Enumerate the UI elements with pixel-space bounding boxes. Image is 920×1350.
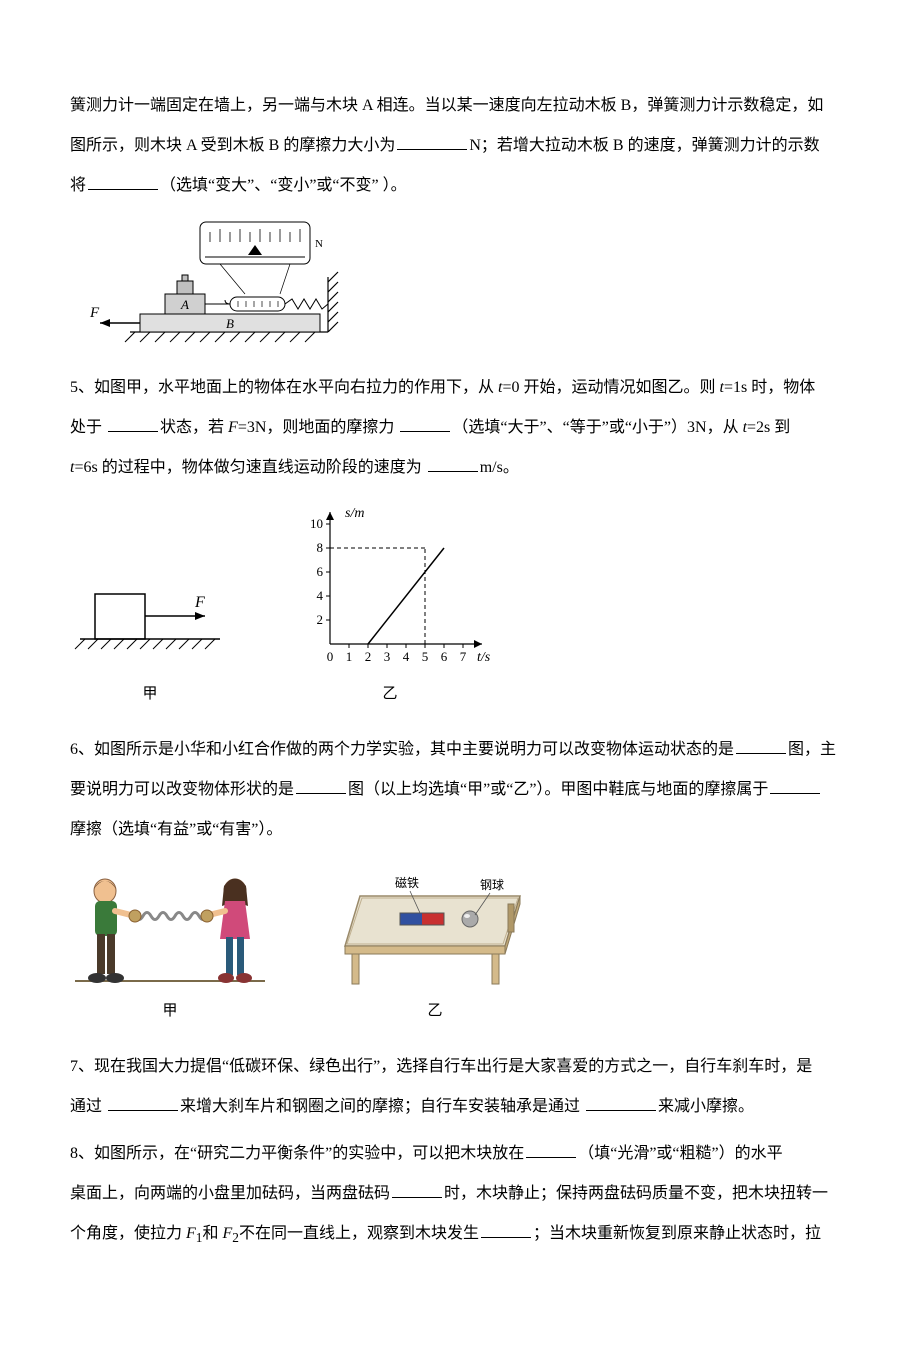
q8-l1a: 8、如图所示，在“研究二力平衡条件”的实验中，可以把木块放在 — [70, 1145, 524, 1162]
blank-q6-1 — [736, 735, 786, 754]
q5-l2c: =3N，则地面的摩擦力 — [238, 419, 399, 436]
svg-text:2: 2 — [317, 612, 324, 627]
q5-fig-yi: 24681001234567s/mt/s 乙 — [290, 499, 490, 709]
blank-q4-1 — [397, 131, 467, 150]
q4-l3a: 将 — [70, 177, 86, 194]
q7-l2c: 来减小摩擦。 — [658, 1098, 754, 1115]
svg-text:7: 7 — [460, 649, 467, 664]
q6-line1: 6、如图所示是小华和小红合作做的两个力学实验，其中主要说明力可以改变物体运动状态… — [70, 734, 850, 766]
q8-sub2: 2 — [232, 1230, 239, 1245]
q7-l2a: 通过 — [70, 1098, 106, 1115]
blank-q4-2 — [88, 171, 158, 190]
svg-text:F: F — [89, 305, 100, 321]
q5-figures: F 甲 24681001234567s/mt/s 乙 — [70, 499, 850, 709]
q4-line2: 图所示，则木块 A 受到木板 B 的摩擦力大小为 N；若增大拉动木板 B 的速度，… — [70, 130, 850, 162]
svg-text:F: F — [194, 594, 205, 611]
q5-cap-yi: 乙 — [290, 679, 490, 709]
q5-prefix: 5、如图甲，水平地面上的物体在水平向右拉力的作用下，从 — [70, 379, 498, 396]
q4-line1: 簧测力计一端固定在墙上，另一端与木块 A 相连。当以某一速度向左拉动木板 B，弹… — [70, 90, 850, 122]
q5-cap-jia: 甲 — [70, 679, 230, 709]
q8-F2: F — [222, 1225, 232, 1242]
q5-eq1: =1s 时，物体 — [724, 379, 815, 396]
q4-l2a: 图所示，则木块 A 受到木板 B 的摩擦力大小为 — [70, 137, 395, 154]
svg-text:5: 5 — [422, 649, 429, 664]
q5-Fvar: F — [228, 419, 238, 436]
blank-q8-2 — [392, 1179, 442, 1198]
q4-line3: 将 （选填“变大”、“变小”或“不变” ）。 — [70, 170, 850, 202]
q6-figures: 甲 磁铁 钢球 乙 — [70, 861, 850, 1026]
q8-line3: 个角度，使拉力 F1和 F2不在同一直线上，观察到木块发生；当木块重新恢复到原来… — [70, 1218, 850, 1252]
blank-q6-2 — [296, 775, 346, 794]
q6-cap-jia: 甲 — [70, 996, 270, 1026]
q4-svg: B A F N — [70, 217, 340, 347]
blank-q6-3 — [770, 775, 820, 794]
q8-l3c: ；当木块重新恢复到原来静止状态时，拉 — [533, 1225, 821, 1242]
blank-q5-1 — [108, 413, 158, 432]
svg-text:1: 1 — [346, 649, 353, 664]
svg-text:4: 4 — [403, 649, 410, 664]
svg-text:B: B — [226, 316, 234, 331]
q7-line2: 通过 来增大刹车片和钢圈之间的摩擦；自行车安装轴承是通过 来减小摩擦。 — [70, 1091, 850, 1123]
q7-l2b: 来增大刹车片和钢圈之间的摩擦；自行车安装轴承是通过 — [180, 1098, 584, 1115]
q5-l3b: m/s。 — [480, 459, 519, 476]
q6-fig-yi: 磁铁 钢球 乙 — [330, 871, 540, 1026]
q6-l2a: 要说明力可以改变物体形状的是 — [70, 781, 294, 798]
q4-l2b: N；若增大拉动木板 B 的速度，弹簧测力计的示数 — [469, 137, 819, 154]
svg-text:磁铁: 磁铁 — [395, 875, 419, 890]
svg-text:钢球: 钢球 — [480, 878, 504, 892]
blank-q8-3 — [481, 1219, 531, 1238]
q8-line1: 8、如图所示，在“研究二力平衡条件”的实验中，可以把木块放在 （填“光滑”或“粗糙… — [70, 1138, 850, 1170]
svg-text:A: A — [180, 297, 189, 312]
q7-line1: 7、现在我国大力提倡“低碳环保、绿色出行”，选择自行车出行是大家喜爱的方式之一，… — [70, 1051, 850, 1083]
svg-text:8: 8 — [317, 540, 324, 555]
blank-q8-1 — [526, 1139, 576, 1158]
svg-text:N: N — [315, 238, 323, 250]
q5-l2a: 处于 — [70, 419, 106, 436]
blank-q7-2 — [586, 1092, 656, 1111]
q5-line3: t=6s 的过程中，物体做匀速直线运动阶段的速度为 m/s。 — [70, 452, 850, 484]
svg-text:0: 0 — [327, 649, 334, 664]
svg-text:4: 4 — [317, 588, 324, 603]
q4-l3b: （选填“变大”、“变小”或“不变” ）。 — [160, 177, 407, 194]
q5-eq3: =6s 的过程中，物体做匀速直线运动阶段的速度为 — [74, 459, 425, 476]
svg-text:2: 2 — [365, 649, 372, 664]
q6-fig-jia: 甲 — [70, 861, 270, 1026]
blank-q5-3 — [428, 453, 478, 472]
q8-l2a: 桌面上，向两端的小盘里加砝码，当两盘砝码 — [70, 1185, 390, 1202]
q6-line2: 要说明力可以改变物体形状的是 图（以上均选填“甲”或“乙”）。甲图中鞋底与地面的摩… — [70, 774, 850, 806]
q5-l2b: 状态，若 — [160, 419, 228, 436]
q5-fig-jia: F 甲 — [70, 534, 230, 709]
svg-text:t/s: t/s — [477, 650, 490, 665]
q8-line2: 桌面上，向两端的小盘里加砝码，当两盘砝码 时，木块静止；保持两盘砝码质量不变，把木… — [70, 1178, 850, 1210]
q6-l1a: 6、如图所示是小华和小红合作做的两个力学实验，其中主要说明力可以改变物体运动状态… — [70, 741, 734, 758]
blank-q7-1 — [108, 1092, 178, 1111]
q6-l2b: 图（以上均选填“甲”或“乙”）。甲图中鞋底与地面的摩擦属于 — [348, 781, 768, 798]
svg-text:3: 3 — [384, 649, 391, 664]
q5-line1: 5、如图甲，水平地面上的物体在水平向右拉力的作用下，从 t=0 开始，运动情况如… — [70, 372, 850, 404]
q6-cap-yi: 乙 — [330, 996, 540, 1026]
blank-q5-2 — [400, 413, 450, 432]
q5-l2d: （选填“大于”、“等于”或“小于”）3N，从 — [452, 419, 742, 436]
q8-F1: F — [186, 1225, 196, 1242]
svg-text:6: 6 — [441, 649, 448, 664]
q6-l1b: 图，主 — [788, 741, 836, 758]
q4-figure: B A F N — [70, 217, 850, 347]
q8-l3a: 个角度，使拉力 — [70, 1225, 186, 1242]
q8-l1b: （填“光滑”或“粗糙”）的水平 — [578, 1145, 782, 1162]
q8-l2b: 时，木块静止；保持两盘砝码质量不变，把木块扭转一 — [444, 1185, 828, 1202]
svg-text:10: 10 — [310, 516, 323, 531]
q5-eq0: =0 开始，运动情况如图乙。则 — [502, 379, 719, 396]
q6-line3: 摩擦（选填“有益”或“有害”）。 — [70, 814, 850, 846]
svg-text:s/m: s/m — [345, 506, 364, 521]
q5-line2: 处于 状态，若 F=3N，则地面的摩擦力 （选填“大于”、“等于”或“小于”）3… — [70, 412, 850, 444]
q5-eq2: =2s 到 — [747, 419, 790, 436]
q8-l3b: 不在同一直线上，观察到木块发生 — [239, 1225, 479, 1242]
svg-text:6: 6 — [317, 564, 324, 579]
q8-and: 和 — [202, 1225, 222, 1242]
